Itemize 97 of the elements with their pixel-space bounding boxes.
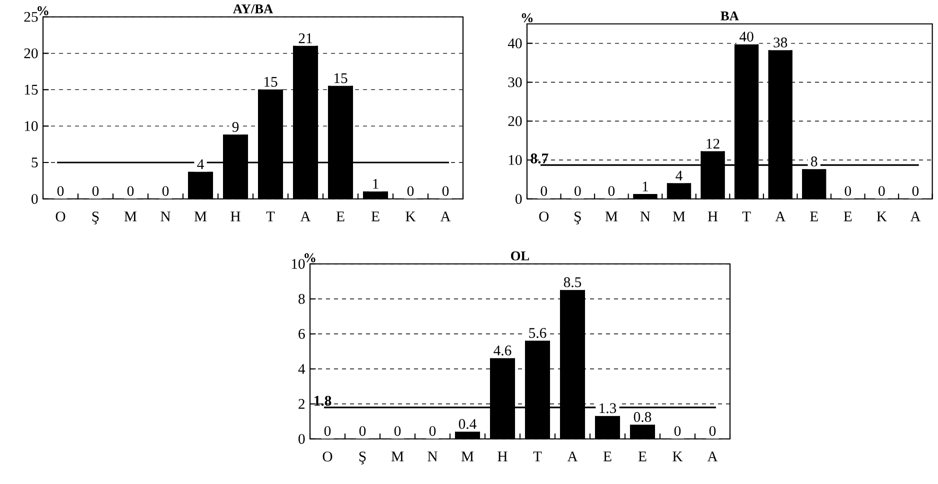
y-tick-label: 0: [516, 194, 522, 204]
data-label: 9: [232, 122, 239, 132]
data-label: 5.6: [529, 328, 546, 338]
x-tick-label: E: [810, 212, 818, 222]
y-tick-label: 10: [508, 155, 522, 166]
data-label: 0: [324, 426, 331, 436]
y-tick-label: 10: [292, 259, 305, 269]
data-label: 4.6: [494, 346, 512, 356]
y-tick-label: 0: [32, 194, 38, 204]
x-tick-label: A: [567, 452, 578, 462]
x-tick-label: N: [428, 452, 438, 462]
x-tick-label: M: [461, 452, 474, 462]
x-tick-label: K: [406, 212, 416, 222]
y-tick-label: 25: [24, 12, 38, 22]
x-tick-label: T: [266, 212, 275, 222]
y-tick-label: 4: [298, 364, 306, 374]
data-label: 0: [442, 186, 449, 196]
x-tick-label: T: [742, 212, 751, 222]
x-tick-label: E: [844, 212, 852, 222]
data-label: 15: [334, 73, 348, 84]
x-tick-label: K: [876, 212, 887, 222]
y-tick-label: 6: [298, 329, 305, 339]
data-label: 0: [608, 186, 615, 196]
data-label: 0: [574, 186, 581, 196]
y-tick-label: 5: [32, 158, 38, 168]
x-tick-label: A: [300, 212, 311, 222]
x-tick-label: N: [160, 212, 170, 222]
data-label: 0: [674, 426, 681, 436]
data-label: 38: [774, 38, 788, 48]
data-label: 0: [57, 186, 64, 196]
y-axis-title: %: [38, 6, 48, 16]
x-tick-label: M: [605, 212, 618, 222]
ref-line-label: 1.8: [314, 396, 332, 406]
data-label: 8.5: [564, 277, 582, 288]
x-tick-label: M: [124, 212, 137, 222]
x-tick-label: A: [775, 212, 786, 222]
data-label: 0: [878, 186, 885, 196]
x-tick-label: A: [440, 212, 451, 222]
x-tick-label: M: [194, 212, 207, 222]
x-tick-label: H: [230, 212, 240, 222]
y-tick-label: 20: [508, 116, 522, 126]
x-tick-label: O: [56, 212, 66, 222]
data-label: 0.8: [634, 412, 652, 422]
data-label: 4: [197, 159, 204, 170]
x-tick-label: O: [539, 212, 549, 222]
y-tick-label: 8: [298, 294, 305, 304]
data-label: 0: [162, 186, 169, 196]
x-tick-label: O: [322, 452, 332, 462]
y-tick-label: 20: [24, 48, 38, 58]
x-tick-label: H: [498, 452, 508, 462]
data-label: 0: [540, 186, 548, 196]
x-tick-label: N: [640, 212, 650, 222]
ref-line-label: 8.7: [530, 154, 548, 164]
x-tick-label: M: [672, 212, 686, 222]
data-label: 12: [706, 138, 720, 149]
data-label: 0: [429, 426, 436, 436]
data-label: 0: [127, 186, 134, 196]
x-tick-label: T: [533, 452, 542, 462]
x-tick-label: K: [672, 452, 683, 462]
x-tick-label: Ş: [92, 212, 99, 224]
data-label: 0.4: [458, 419, 476, 430]
x-tick-label: E: [638, 452, 646, 462]
y-tick-label: 0: [298, 434, 305, 444]
y-tick-label: 10: [24, 121, 38, 132]
data-label: 21: [298, 33, 312, 44]
data-label: 0: [359, 426, 366, 436]
data-label: 4: [676, 170, 682, 180]
data-label: 0: [709, 426, 716, 436]
x-tick-label: E: [336, 212, 344, 222]
y-tick-label: 2: [298, 399, 304, 409]
data-label: 0: [912, 186, 919, 196]
y-axis-title: %: [522, 13, 533, 22]
x-tick-label: E: [603, 452, 612, 462]
data-label: 0: [92, 186, 99, 196]
data-label: 1.3: [600, 403, 616, 414]
data-label: 0: [394, 426, 401, 436]
chart-title: AY/BA: [233, 4, 274, 14]
data-label: 0: [844, 186, 851, 196]
chart-title: OL: [511, 251, 530, 260]
y-tick-label: 15: [24, 84, 38, 95]
data-label: 40: [740, 32, 754, 42]
y-axis-title: %: [304, 253, 316, 262]
x-tick-label: Ş: [359, 452, 366, 464]
data-label: 1: [642, 182, 648, 192]
x-tick-label: A: [707, 452, 718, 462]
x-tick-label: Ş: [574, 212, 581, 224]
x-tick-label: H: [708, 212, 718, 222]
data-label: 8: [811, 156, 818, 166]
x-tick-label: A: [910, 212, 921, 222]
y-tick-label: 30: [508, 77, 522, 88]
data-label: 0: [407, 186, 414, 196]
data-label: 15: [264, 76, 278, 87]
x-tick-label: E: [371, 212, 380, 222]
x-tick-label: M: [391, 452, 404, 462]
data-label: 1: [373, 179, 378, 189]
y-tick-label: 40: [508, 38, 522, 48]
chart-title: BA: [720, 12, 739, 20]
